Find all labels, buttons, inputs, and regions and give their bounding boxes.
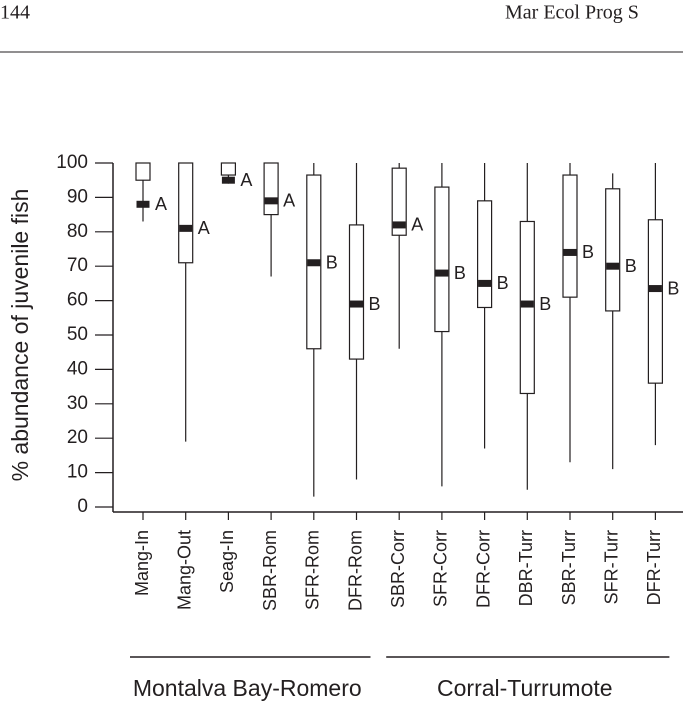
page-number: 144 — [0, 2, 30, 24]
letter: B — [625, 256, 637, 276]
x-tick-label: DFR-Corr — [473, 530, 493, 608]
median — [392, 221, 406, 229]
box — [135, 162, 151, 181]
x-tick-label: DBR-Turr — [516, 530, 536, 606]
group-label: Montalva Bay-Romero — [133, 675, 362, 701]
y-tick-label: 90 — [67, 186, 88, 207]
x-tick-label: SFR-Rom — [303, 530, 323, 610]
y-tick-label: 80 — [67, 221, 88, 242]
box — [220, 162, 236, 176]
journal-name: Mar Ecol Prog S — [505, 2, 639, 24]
y-tick-label: 30 — [67, 393, 88, 414]
x-tick-label: SBR-Corr — [388, 530, 408, 608]
box — [562, 174, 578, 298]
y-tick-label: 10 — [67, 462, 88, 483]
median — [478, 279, 492, 287]
median — [307, 259, 321, 267]
x-tick-label: DFR-Turr — [644, 530, 664, 605]
box — [178, 162, 194, 264]
letter: A — [411, 215, 423, 235]
box — [434, 186, 450, 333]
median — [136, 200, 150, 208]
x-tick-label: DFR-Rom — [345, 530, 365, 611]
letter: B — [582, 242, 594, 262]
letter: A — [198, 218, 210, 238]
box — [348, 224, 365, 360]
box — [647, 219, 664, 384]
y-tick-label: 0 — [77, 496, 88, 517]
box — [605, 188, 621, 312]
box — [263, 162, 279, 216]
letter: A — [155, 194, 167, 214]
letter: A — [240, 170, 252, 190]
letter: A — [283, 191, 295, 211]
median — [648, 285, 662, 293]
x-tick-label: SFR-Turr — [601, 530, 621, 604]
letter: B — [497, 273, 509, 293]
median — [563, 248, 577, 256]
letter: B — [667, 278, 679, 298]
x-tick-label: Seag-In — [217, 530, 237, 593]
x-tick-label: SBR-Rom — [260, 530, 280, 611]
letter: B — [369, 294, 381, 314]
median — [221, 176, 235, 184]
y-tick-label: 100 — [56, 152, 88, 173]
y-axis-label: % abundance of juvenile fish — [7, 189, 33, 482]
median — [179, 224, 193, 232]
median — [606, 262, 620, 270]
letter: B — [539, 294, 551, 314]
box — [391, 167, 407, 236]
y-tick-label: 60 — [67, 290, 88, 311]
box — [477, 200, 493, 309]
letter: B — [326, 253, 338, 273]
median — [435, 269, 449, 277]
median — [264, 197, 278, 205]
y-tick-label: 50 — [67, 324, 88, 345]
y-tick-label: 20 — [67, 427, 88, 448]
x-tick-label: Mang-In — [132, 530, 152, 596]
median — [350, 300, 363, 308]
group-label: Corral-Turrumote — [437, 675, 613, 701]
x-tick-label: Mang-Out — [174, 530, 194, 610]
x-tick-label: SFR-Corr — [431, 530, 451, 607]
letter: B — [454, 263, 466, 283]
y-tick-label: 70 — [67, 255, 88, 276]
y-tick-label: 40 — [67, 358, 88, 379]
median — [520, 300, 534, 308]
x-tick-label: SBR-Turr — [559, 530, 579, 605]
